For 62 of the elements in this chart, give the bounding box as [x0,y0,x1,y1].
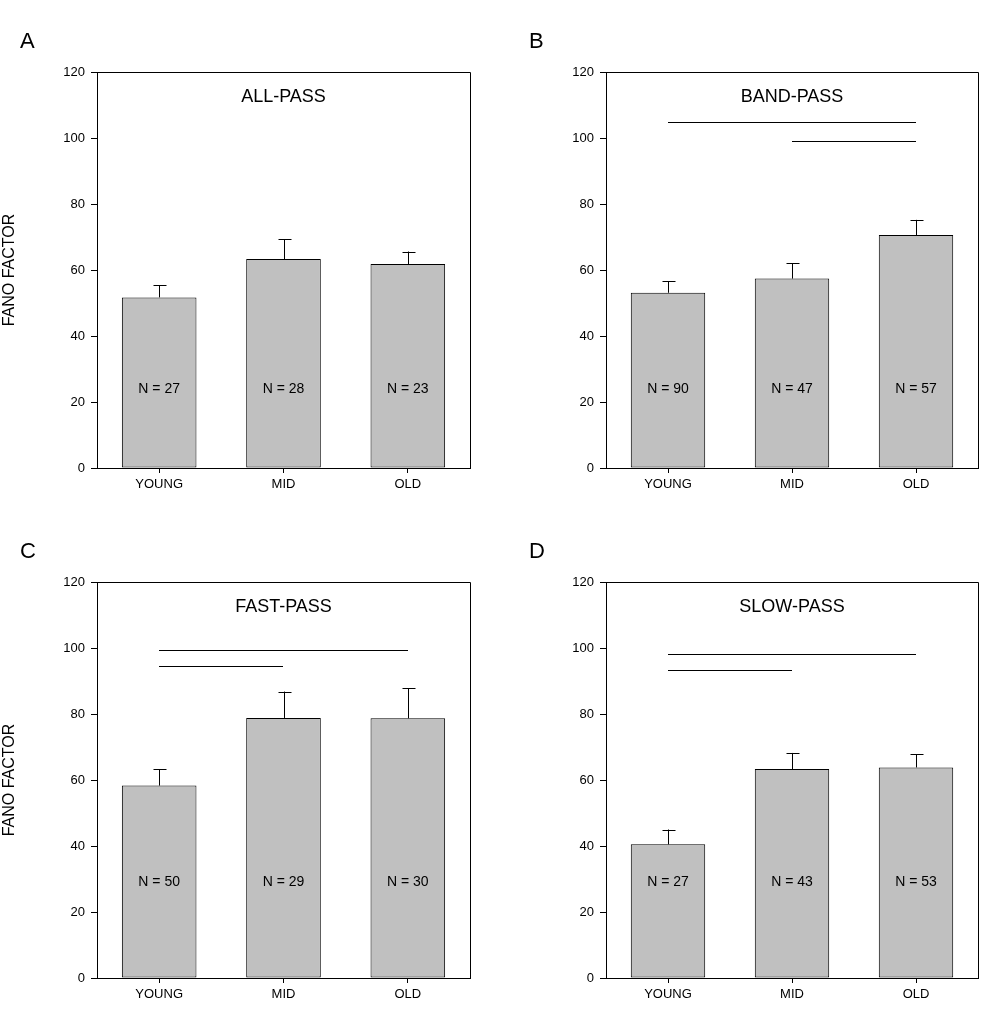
y-tick-label: 20 [579,903,594,919]
annotation: N = 47 [771,379,814,396]
text: SLOW-PASS [739,595,845,616]
y-tick-label: 40 [70,837,85,853]
x-tick-label: MID [271,476,296,492]
x-tick-label: MID [780,986,804,1002]
text: FAST-PASS [235,595,332,616]
y-tick-label: 80 [579,705,594,721]
y-tick-label: 80 [70,195,85,211]
y-tick-label: 100 [63,129,85,145]
y-tick-label: 120 [63,63,85,79]
annotation: N = 30 [387,872,429,889]
y-tick-label: 60 [70,771,85,787]
x-tick-label: OLD [394,476,422,492]
text: B [529,28,544,53]
text: D [529,538,545,563]
y-tick-label: 0 [77,969,85,985]
text: C [20,538,36,563]
annotation: N = 27 [647,872,690,889]
y-tick-label: 0 [586,969,594,985]
y-tick-label: 100 [572,129,594,145]
y-tick-label: 60 [579,261,594,277]
y-axis-title: FANO FACTOR [0,723,18,837]
y-tick-label: 120 [63,573,85,589]
x-tick-label: OLD [902,986,930,1002]
y-tick-label: 60 [70,261,85,277]
y-tick-label: 120 [572,63,594,79]
y-tick-label: 100 [63,639,85,655]
y-tick-label: 80 [70,705,85,721]
y-tick-label: 20 [70,393,85,409]
annotation: N = 43 [771,872,814,889]
x-tick-label: OLD [394,986,422,1002]
y-tick-label: 20 [579,393,594,409]
annotation: N = 27 [138,379,181,396]
annotation: N = 90 [647,379,690,396]
annotation: N = 23 [387,379,429,396]
y-tick-label: 120 [572,573,594,589]
x-tick-label: YOUNG [135,986,183,1002]
annotation: N = 28 [262,379,305,396]
text: ALL-PASS [241,85,326,106]
x-tick-label: MID [271,986,296,1002]
annotation: N = 57 [895,379,938,396]
y-tick-label: 80 [579,195,594,211]
y-tick-label: 0 [77,459,85,475]
y-tick-label: 100 [572,639,594,655]
y-tick-label: 0 [586,459,594,475]
text: BAND-PASS [740,85,844,106]
x-tick-label: MID [780,476,804,492]
y-tick-label: 40 [579,327,594,343]
y-tick-label: 20 [70,903,85,919]
y-tick-label: 40 [579,837,594,853]
y-axis-title: FANO FACTOR [0,213,18,327]
x-tick-label: YOUNG [135,476,183,492]
y-tick-label: 40 [70,327,85,343]
annotation: N = 50 [138,872,181,889]
x-tick-label: YOUNG [644,476,692,492]
annotation: N = 29 [262,872,305,889]
x-tick-label: OLD [902,476,930,492]
annotation: N = 53 [895,872,938,889]
y-tick-label: 60 [579,771,594,787]
text: A [20,28,35,53]
x-tick-label: YOUNG [644,986,692,1002]
